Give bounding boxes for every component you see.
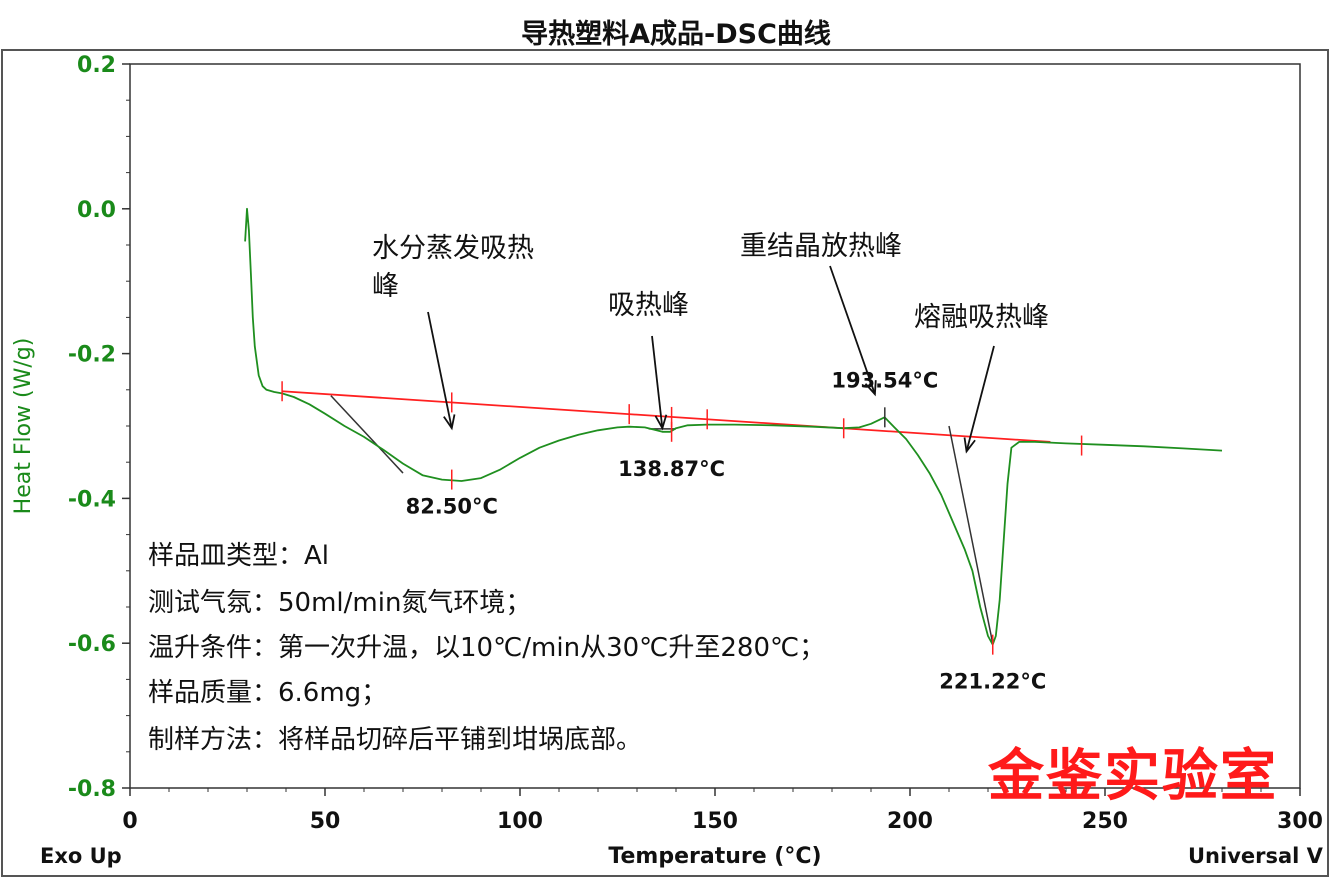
test-conditions: 样品皿类型：Al 测试气氛：50ml/min氮气环境； 温升条件：第一次升温，以… xyxy=(148,541,825,755)
annotation-endo-peak: 吸热峰 xyxy=(608,290,689,321)
peak-label: 221.22°C xyxy=(939,670,1046,694)
chart-title: 导热塑料A成品-DSC曲线 xyxy=(521,19,831,50)
dsc-curve xyxy=(244,207,1223,646)
annotation-arrow xyxy=(829,265,876,395)
y-tick-label: 0.0 xyxy=(77,198,116,223)
x-tick-label: 0 xyxy=(122,809,137,834)
figure-frame xyxy=(1,49,1329,877)
arrowhead xyxy=(864,380,877,397)
y-tick-label: -0.8 xyxy=(68,777,116,802)
annotation-arrow xyxy=(427,311,453,429)
plot-layer: 82.50°C 138.87°C 193.54°C 221.22°C xyxy=(244,207,1223,694)
annotation-water-line2: 峰 xyxy=(372,271,399,302)
x-axis-label: Temperature (°C) xyxy=(608,844,821,869)
y-axis-label: Heat Flow (W/g) xyxy=(11,338,36,515)
note-heating: 温升条件：第一次升温，以10℃/min从30℃升至280℃； xyxy=(148,633,825,663)
arrowhead xyxy=(963,437,976,454)
peak-label: 138.87°C xyxy=(618,457,725,481)
note-mass: 样品质量：6.6mg； xyxy=(148,678,387,708)
arrowhead xyxy=(443,414,456,431)
x-tick-label: 200 xyxy=(887,809,933,834)
annotation-melting: 熔融吸热峰 xyxy=(914,302,1049,333)
annotation-water-line1: 水分蒸发吸热 xyxy=(372,233,534,264)
y-tick-label: -0.2 xyxy=(68,343,116,368)
software-label: Universal V xyxy=(1188,844,1324,868)
y-tick-label: -0.6 xyxy=(68,632,116,657)
y-axis: 0.2 0.0 -0.2 -0.4 -0.6 -0.8 xyxy=(68,53,130,802)
tangent-line xyxy=(948,425,994,644)
peak-label: 193.54°C xyxy=(831,368,938,392)
y-tick-label: -0.4 xyxy=(68,487,116,512)
peak-label: 82.50°C xyxy=(406,495,498,519)
y-tick-label: 0.2 xyxy=(77,53,116,78)
x-tick-label: 50 xyxy=(310,809,341,834)
annotation-recrystallization: 重结晶放热峰 xyxy=(740,231,902,262)
exo-up-label: Exo Up xyxy=(40,844,122,868)
annotation-arrow xyxy=(965,345,995,452)
x-tick-label: 100 xyxy=(497,809,543,834)
note-atmosphere: 测试气氛：50ml/min氮气环境； xyxy=(148,588,531,618)
annotations: 水分蒸发吸热 峰 吸热峰 重结晶放热峰 熔融吸热峰 xyxy=(372,231,1049,333)
arrowhead xyxy=(654,414,668,431)
note-crucible: 样品皿类型：Al xyxy=(148,541,329,571)
x-tick-label: 150 xyxy=(692,809,738,834)
tangent-line xyxy=(330,395,404,474)
annotation-arrow xyxy=(651,335,664,429)
x-axis: 0 50 100 150 200 250 300 xyxy=(122,788,1323,834)
watermark-logo: 金鉴实验室 xyxy=(987,744,1278,809)
x-tick-label: 300 xyxy=(1277,809,1323,834)
x-tick-label: 250 xyxy=(1082,809,1128,834)
note-preparation: 制样方法：将样品切碎后平铺到坩埚底部。 xyxy=(148,725,642,755)
